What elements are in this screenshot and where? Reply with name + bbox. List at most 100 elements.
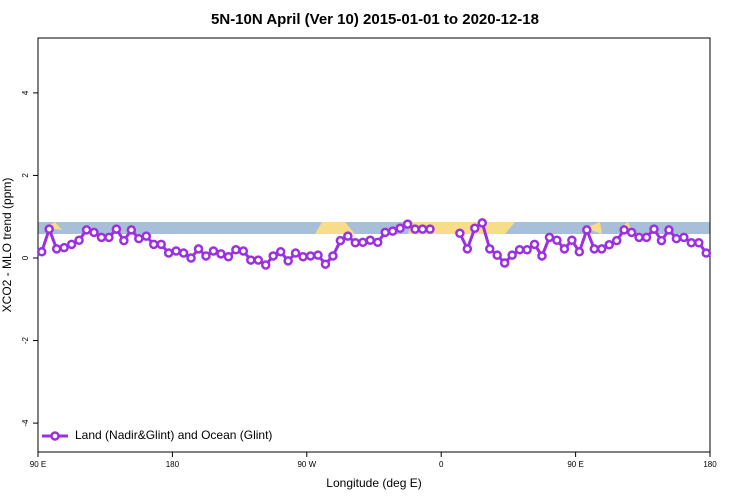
data-point xyxy=(104,232,114,243)
data-point xyxy=(686,237,697,248)
data-point xyxy=(477,218,488,228)
data-point xyxy=(335,235,346,246)
data-point xyxy=(470,223,480,234)
data-point xyxy=(275,247,286,257)
data-point xyxy=(260,260,271,270)
data-point xyxy=(492,250,502,260)
data-point xyxy=(44,224,54,234)
data-point xyxy=(484,244,495,254)
data-point xyxy=(611,235,622,246)
plot-frame xyxy=(37,37,711,453)
data-point xyxy=(126,225,137,235)
data-point xyxy=(641,232,652,243)
data-point xyxy=(223,252,234,262)
data-point xyxy=(59,242,69,253)
data-point xyxy=(134,233,144,244)
data-point xyxy=(596,244,607,254)
data-point xyxy=(111,224,122,234)
y-tick-label: 2 xyxy=(21,173,30,178)
data-point xyxy=(537,251,547,261)
legend-label: Land (Nadir&Glint) and Ocean (Glint) xyxy=(75,428,272,442)
data-point xyxy=(671,233,682,244)
data-point xyxy=(380,227,390,238)
y-tick-label: -2 xyxy=(21,336,30,344)
data-point xyxy=(455,228,465,238)
data-point xyxy=(365,235,376,246)
chart-title: 5N-10N April (Ver 10) 2015-01-01 to 2020… xyxy=(211,11,539,28)
data-point xyxy=(163,248,174,258)
data-point xyxy=(51,244,62,254)
data-point xyxy=(231,244,241,255)
data-point xyxy=(216,249,226,259)
data-point xyxy=(171,246,181,256)
data-point xyxy=(320,259,331,269)
data-point xyxy=(425,224,435,234)
data-point xyxy=(656,235,667,246)
data-point xyxy=(328,251,338,261)
x-tick-label: 0 xyxy=(439,460,444,469)
y-tick-label: 4 xyxy=(21,90,30,95)
data-point xyxy=(395,223,405,234)
data-point xyxy=(559,244,570,254)
data-point xyxy=(410,224,420,234)
data-point xyxy=(343,231,353,241)
data-point xyxy=(268,251,278,261)
data-point xyxy=(148,239,159,250)
data-point xyxy=(387,226,398,236)
data-point xyxy=(283,256,293,266)
data-point xyxy=(89,227,99,238)
data-point xyxy=(402,219,413,229)
data-point xyxy=(694,237,704,248)
data-point xyxy=(186,253,196,263)
data-point xyxy=(305,251,316,261)
data-point xyxy=(193,244,204,254)
data-point xyxy=(417,224,428,234)
data-point xyxy=(96,232,107,243)
data-point xyxy=(119,235,129,246)
data-point xyxy=(178,248,189,258)
data-point xyxy=(462,244,473,254)
data-point xyxy=(701,248,712,258)
data-point xyxy=(664,225,674,235)
data-point xyxy=(604,240,614,250)
x-tick-label: 180 xyxy=(166,460,180,469)
data-point xyxy=(499,258,510,268)
data-point xyxy=(649,224,659,234)
legend-marker xyxy=(50,431,60,441)
x-tick-label: 180 xyxy=(703,460,717,469)
data-point xyxy=(522,244,532,255)
data-point xyxy=(350,237,361,248)
data-point xyxy=(298,252,308,262)
y-tick-label: 0 xyxy=(21,255,30,260)
data-point xyxy=(358,237,368,248)
data-point xyxy=(81,225,92,235)
x-tick-label: 90 W xyxy=(297,460,316,469)
data-point xyxy=(679,232,689,243)
map-ocean-band xyxy=(38,222,710,234)
data-point xyxy=(372,237,383,248)
data-point xyxy=(567,235,577,246)
y-tick-label: -4 xyxy=(21,419,30,427)
data-point xyxy=(552,235,562,246)
data-point xyxy=(74,235,84,246)
x-axis-label: Longitude (deg E) xyxy=(326,476,421,490)
data-point xyxy=(574,247,585,257)
data-point xyxy=(582,225,592,235)
data-point xyxy=(253,255,264,265)
data-point xyxy=(634,232,644,243)
data-point xyxy=(290,248,301,258)
x-tick-label: 90 E xyxy=(30,460,46,469)
data-point xyxy=(36,247,47,257)
data-point xyxy=(208,246,219,256)
data-point xyxy=(313,250,323,260)
data-point xyxy=(156,239,166,250)
data-point xyxy=(66,239,77,250)
data-point xyxy=(514,244,525,255)
data-point xyxy=(246,255,256,265)
y-axis-label: XCO2 - MLO trend (ppm) xyxy=(0,178,14,313)
data-point xyxy=(619,225,629,235)
data-point xyxy=(507,250,517,260)
x-tick-label: 90 E xyxy=(567,460,583,469)
data-point xyxy=(544,232,555,243)
